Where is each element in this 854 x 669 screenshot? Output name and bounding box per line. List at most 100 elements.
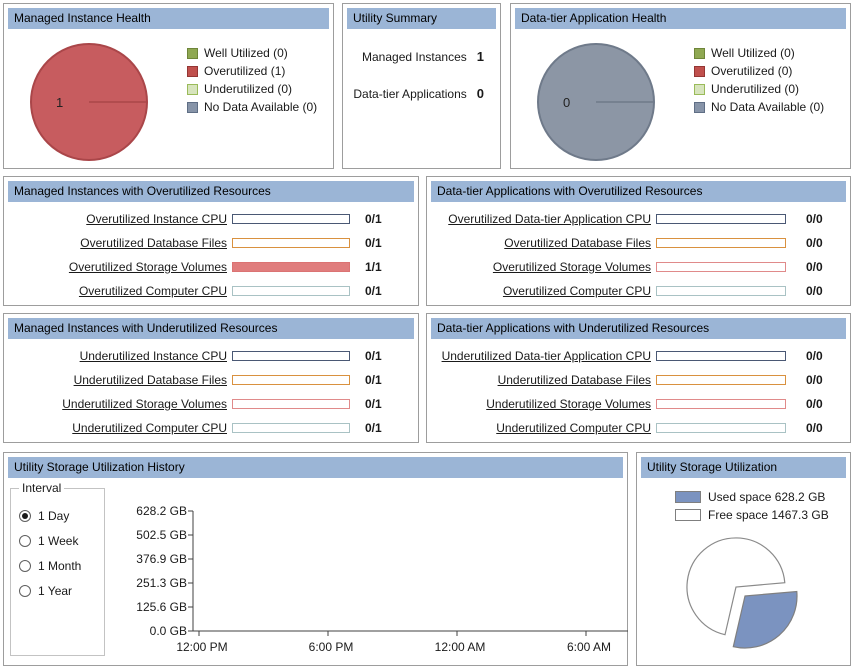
- underutilized-swatch-icon: [187, 83, 198, 95]
- resource-bar: [232, 375, 350, 385]
- interval-groupbox: Interval 1 Day 1 Week 1 Month 1 Year: [10, 481, 105, 656]
- resource-rows: Overutilized Data-tier Application CPU 0…: [427, 207, 850, 303]
- panel-title: Managed Instances with Underutilized Res…: [8, 318, 414, 339]
- link-underutilized-computer-cpu[interactable]: Underutilized Computer CPU: [496, 421, 651, 435]
- resource-row: Underutilized Computer CPU 0/0: [427, 416, 850, 440]
- legend-item: Overutilized (1): [187, 62, 317, 80]
- radio-label: 1 Year: [38, 583, 73, 598]
- resource-bar: [656, 262, 786, 272]
- link-overutilized-storage-volumes[interactable]: Overutilized Storage Volumes: [492, 260, 651, 274]
- resource-rows: Overutilized Instance CPU 0/1 Overutiliz…: [4, 207, 418, 303]
- radio-icon: [19, 584, 31, 597]
- interval-option-1-month[interactable]: 1 Month: [19, 553, 104, 578]
- resource-row: Overutilized Database Files 0/0: [427, 231, 850, 255]
- panel-managed-instance-health: Managed Instance Health 1 Well Utilized …: [3, 3, 334, 169]
- resource-row: Overutilized Storage Volumes 0/0: [427, 255, 850, 279]
- resource-value: 0/1: [365, 421, 382, 435]
- resource-bar-filled: [232, 262, 350, 272]
- y-axis-tick: 376.9 GB: [136, 552, 187, 566]
- managed-instance-health-pie-chart: 1: [30, 43, 148, 161]
- link-underutilized-database-files[interactable]: Underutilized Database Files: [73, 373, 227, 387]
- link-overutilized-computer-cpu[interactable]: Overutilized Computer CPU: [78, 284, 227, 298]
- legend-item: No Data Available (0): [694, 98, 824, 116]
- legend-item: Free space 1467.3 GB: [675, 506, 829, 524]
- resource-row: Underutilized Database Files 0/0: [427, 368, 850, 392]
- legend-item: Used space 628.2 GB: [675, 488, 829, 506]
- legend-item: Underutilized (0): [187, 80, 317, 98]
- health-legend: Well Utilized (0) Overutilized (1) Under…: [187, 44, 317, 116]
- resource-row: Overutilized Data-tier Application CPU 0…: [427, 207, 850, 231]
- link-overutilized-storage-volumes[interactable]: Overutilized Storage Volumes: [68, 260, 227, 274]
- y-axis-tick: 125.6 GB: [136, 600, 187, 614]
- interval-option-1-week[interactable]: 1 Week: [19, 528, 104, 553]
- link-overutilized-database-files[interactable]: Overutilized Database Files: [504, 236, 651, 250]
- link-underutilized-database-files[interactable]: Underutilized Database Files: [497, 373, 651, 387]
- storage-history-chart: 628.2 GB 502.5 GB 376.9 GB 251.3 GB 125.…: [136, 504, 628, 654]
- radio-icon: [19, 534, 31, 547]
- data-tier-health-pie-chart: 0: [537, 43, 655, 161]
- panel-managed-underutilized: Managed Instances with Underutilized Res…: [3, 313, 419, 443]
- y-axis-tick: 502.5 GB: [136, 528, 187, 542]
- resource-bar: [232, 286, 350, 296]
- legend-label: Well Utilized (0): [204, 46, 288, 60]
- overutilized-swatch-icon: [187, 65, 198, 77]
- free-space-swatch-icon: [675, 509, 701, 521]
- storage-utilization-pie-chart: [686, 537, 798, 649]
- panel-title: Managed Instance Health: [8, 8, 329, 29]
- legend-label: Overutilized (1): [204, 64, 286, 78]
- resource-value: 0/1: [365, 236, 382, 250]
- link-overutilized-computer-cpu[interactable]: Overutilized Computer CPU: [502, 284, 651, 298]
- legend-item: Underutilized (0): [694, 80, 824, 98]
- resource-value: 0/0: [806, 397, 823, 411]
- resource-row: Underutilized Data-tier Application CPU …: [427, 344, 850, 368]
- resource-bar: [232, 399, 350, 409]
- link-underutilized-storage-volumes[interactable]: Underutilized Storage Volumes: [486, 397, 651, 411]
- resource-value: 0/0: [806, 260, 823, 274]
- overutilized-swatch-icon: [694, 65, 705, 77]
- y-axis-tick: 0.0 GB: [150, 624, 187, 638]
- resource-row: Overutilized Instance CPU 0/1: [4, 207, 418, 231]
- interval-option-1-day[interactable]: 1 Day: [19, 503, 104, 528]
- resource-value: 0/0: [806, 373, 823, 387]
- resource-value: 0/1: [365, 212, 382, 226]
- resource-row: Overutilized Computer CPU 0/0: [427, 279, 850, 303]
- legend-label: No Data Available (0): [711, 100, 825, 114]
- panel-title: Data-tier Applications with Underutilize…: [431, 318, 846, 339]
- panel-datatier-overutilized: Data-tier Applications with Overutilized…: [426, 176, 851, 306]
- interval-option-1-year[interactable]: 1 Year: [19, 578, 104, 603]
- resource-row: Underutilized Storage Volumes 0/0: [427, 392, 850, 416]
- no-data-swatch-icon: [187, 101, 198, 113]
- radio-label: 1 Month: [38, 558, 82, 573]
- legend-item: No Data Available (0): [187, 98, 317, 116]
- resource-bar: [232, 423, 350, 433]
- radio-selected-icon: [19, 509, 31, 522]
- resource-value: 0/0: [806, 421, 823, 435]
- pie-slice-label: 1: [56, 95, 63, 110]
- link-overutilized-instance-cpu[interactable]: Overutilized Instance CPU: [86, 212, 227, 226]
- legend-label: Underutilized (0): [711, 82, 800, 96]
- resource-value: 0/1: [365, 284, 382, 298]
- resource-bar: [656, 214, 786, 224]
- x-axis-tick: 6:00 PM: [309, 640, 354, 654]
- well-utilized-swatch-icon: [694, 47, 705, 59]
- radio-label: 1 Week: [38, 533, 79, 548]
- resource-value: 1/1: [365, 260, 382, 274]
- resource-row: Underutilized Database Files 0/1: [4, 368, 418, 392]
- resource-row: Overutilized Computer CPU 0/1: [4, 279, 418, 303]
- link-underutilized-storage-volumes[interactable]: Underutilized Storage Volumes: [62, 397, 227, 411]
- resource-bar: [232, 238, 350, 248]
- link-overutilized-datatier-cpu[interactable]: Overutilized Data-tier Application CPU: [448, 212, 651, 226]
- radio-icon: [19, 559, 31, 572]
- used-space-swatch-icon: [675, 491, 701, 503]
- x-axis-tick: 6:00 AM: [567, 640, 611, 654]
- link-underutilized-datatier-cpu[interactable]: Underutilized Data-tier Application CPU: [441, 349, 651, 363]
- resource-value: 0/0: [806, 212, 823, 226]
- link-underutilized-computer-cpu[interactable]: Underutilized Computer CPU: [72, 421, 227, 435]
- panel-datatier-underutilized: Data-tier Applications with Underutilize…: [426, 313, 851, 443]
- link-overutilized-database-files[interactable]: Overutilized Database Files: [80, 236, 227, 250]
- resource-rows: Underutilized Instance CPU 0/1 Underutil…: [4, 344, 418, 440]
- link-underutilized-instance-cpu[interactable]: Underutilized Instance CPU: [79, 349, 227, 363]
- resource-bar: [232, 351, 350, 361]
- resource-row: Underutilized Computer CPU 0/1: [4, 416, 418, 440]
